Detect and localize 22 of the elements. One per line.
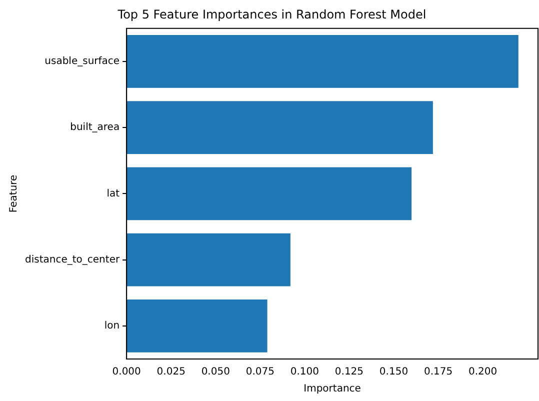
y-tick-label: usable_surface	[44, 56, 120, 68]
chart-title: Top 5 Feature Importances in Random Forest Model	[116, 7, 426, 22]
x-tick-label: 0.050	[201, 366, 230, 378]
x-tick-label: 0.125	[334, 366, 364, 378]
bar	[126, 233, 290, 286]
y-tick-label: built_area	[70, 122, 120, 134]
y-tick-label: lat	[106, 188, 120, 200]
x-tick-label: 0.200	[468, 366, 498, 378]
bar	[126, 299, 268, 352]
y-tick-label: distance_to_center	[24, 254, 120, 266]
x-tick-label: 0.175	[424, 366, 453, 378]
y-axis-title: Feature	[8, 174, 20, 213]
x-tick-label: 0.000	[112, 366, 141, 378]
x-tick-label: 0.075	[246, 366, 274, 378]
bar	[126, 101, 433, 154]
x-tick-label: 0.100	[290, 366, 320, 378]
y-tick-label: lon	[104, 320, 120, 332]
x-tick-label: 0.150	[379, 366, 408, 378]
bar	[126, 167, 412, 220]
x-tick-label: 0.025	[156, 366, 186, 378]
bar	[126, 35, 518, 88]
x-axis-title: Importance	[304, 384, 361, 395]
